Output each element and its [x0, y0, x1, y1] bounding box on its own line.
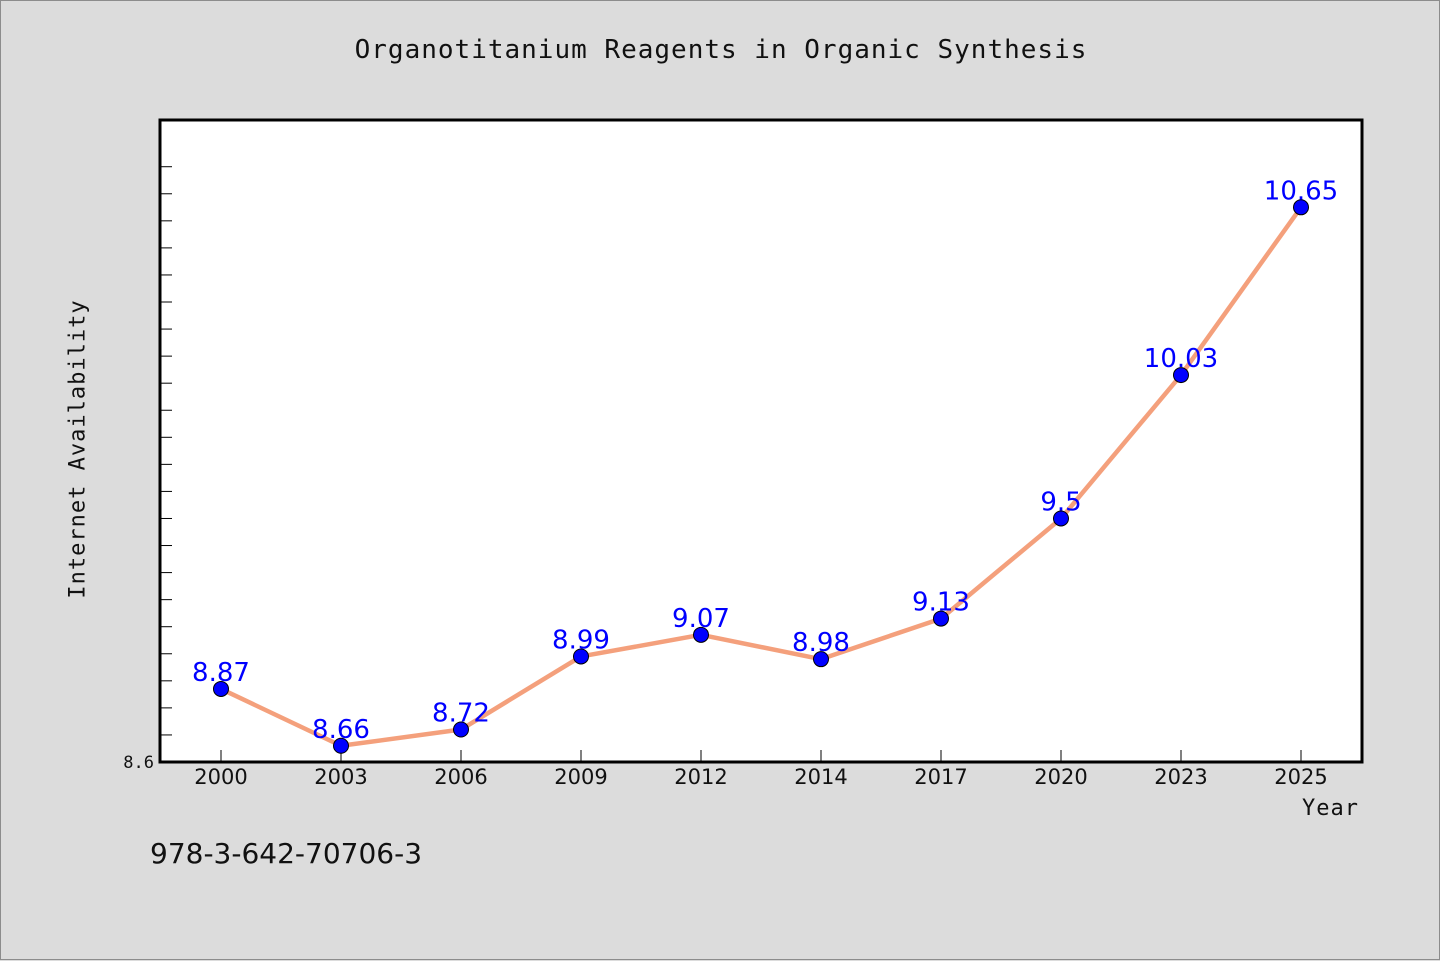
x-axis-label: Year	[1302, 796, 1359, 821]
data-label: 10.65	[1264, 176, 1338, 206]
x-tick-label: 2023	[1154, 765, 1207, 789]
x-tick-label: 2003	[314, 765, 367, 789]
data-point	[693, 626, 709, 643]
data-point	[573, 648, 589, 665]
x-axis-ticks: 2000 2003 2006 2009 2012 2014 2017 2020 2023 2025	[194, 750, 1328, 789]
data-point	[1053, 510, 1069, 527]
x-tick-label: 2014	[794, 765, 847, 789]
data-point	[453, 721, 469, 738]
data-label: 9.13	[912, 588, 970, 618]
x-tick-label: 2012	[674, 765, 727, 789]
data-point	[1173, 367, 1189, 384]
x-tick-label: 2020	[1034, 765, 1087, 789]
data-point	[933, 610, 949, 627]
data-label: 9.07	[672, 604, 730, 634]
x-tick-label: 2000	[194, 765, 247, 789]
data-point	[813, 651, 829, 668]
data-markers	[213, 199, 1309, 754]
plot-area	[158, 118, 1364, 764]
data-point	[213, 680, 229, 697]
x-tick-label: 2006	[434, 765, 487, 789]
x-tick-label: 2009	[554, 765, 607, 789]
data-label: 8.99	[552, 625, 610, 655]
data-point	[333, 737, 349, 754]
data-label: 10.03	[1144, 344, 1218, 374]
data-point	[1293, 199, 1309, 216]
x-tick-label: 2017	[914, 765, 967, 789]
x-tick-label: 2025	[1274, 765, 1327, 789]
data-label: 8.98	[792, 628, 850, 658]
data-label: 8.66	[312, 715, 370, 745]
data-label: 8.87	[192, 658, 250, 688]
data-label: 9.5	[1040, 487, 1081, 517]
data-label: 8.72	[432, 699, 490, 729]
footer-isbn: 978-3-642-70706-3	[150, 837, 423, 870]
chart-title: Organotitanium Reagents in Organic Synth…	[354, 35, 1088, 65]
data-labels: 8.87 8.66 8.72 8.99 9.07 8.98 9.13 9.5 10.03 10.6…	[192, 176, 1338, 744]
series-line	[220, 205, 1303, 749]
y-tick-label: 8.6	[123, 753, 154, 773]
y-axis-ticks: 8.6	[123, 166, 172, 773]
